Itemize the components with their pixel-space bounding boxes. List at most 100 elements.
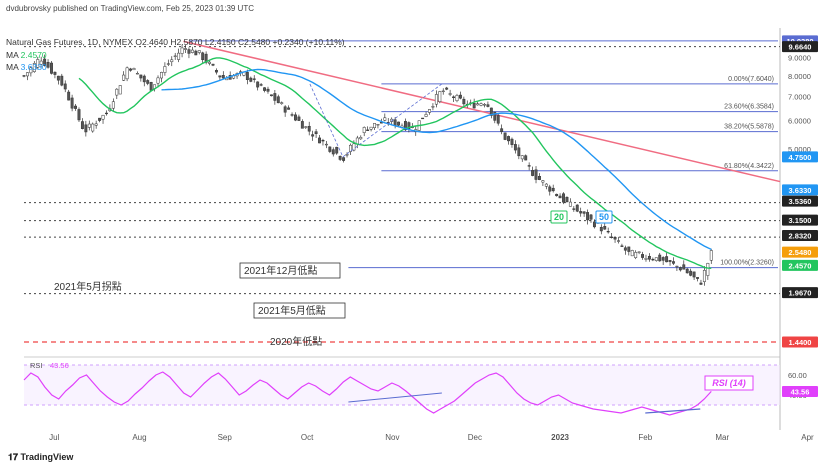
ma1-label: MA: [6, 50, 19, 60]
candle-body: [654, 257, 658, 261]
candle-body: [201, 52, 205, 60]
symbol-line: Natural Gas Futures, 1D, NYMEX O2.4640 H…: [6, 37, 345, 47]
rsi-value-tag: 43.56: [791, 387, 810, 396]
candle-body: [493, 111, 497, 121]
candle-body: [520, 155, 524, 160]
candle-body: [304, 126, 308, 128]
price-tag-bg: [782, 259, 818, 271]
candle-body: [393, 119, 397, 126]
candle-body: [448, 93, 452, 95]
candle-body: [32, 63, 36, 72]
candle-body: [517, 147, 521, 157]
candle-body: [452, 96, 455, 98]
candle-body: [187, 49, 191, 54]
annotation-low-may-2021-box: [253, 302, 346, 319]
candle-body: [214, 70, 218, 73]
candle-body: [300, 121, 304, 129]
descending-trendline: [183, 40, 781, 183]
candle-body: [383, 117, 387, 121]
candle-body: [194, 50, 198, 56]
candle-body: [534, 169, 538, 180]
rsi-value-tag-bg: [782, 385, 818, 397]
candle-body: [184, 48, 187, 50]
x-tick-label: Feb: [638, 433, 652, 442]
candle-body: [455, 95, 459, 101]
candle-body: [218, 75, 222, 78]
candle-body: [572, 208, 576, 210]
candle-body: [403, 121, 407, 131]
candle-body: [582, 211, 586, 214]
candle-body: [513, 144, 517, 151]
candle-body: [689, 270, 693, 276]
candle-body: [163, 66, 167, 73]
candle-body: [249, 77, 253, 82]
candle-body: [421, 117, 425, 120]
y-tick-label: 6.0000: [788, 117, 811, 126]
rsi-line: [23, 371, 712, 416]
x-tick-label: Oct: [301, 433, 314, 442]
rsi-label: RSI: [30, 361, 43, 370]
candle-body: [177, 52, 181, 60]
candle-body: [376, 124, 380, 126]
ma1-legend: MA 2.4570: [6, 50, 47, 60]
candle-body: [80, 121, 84, 129]
candle-body: [665, 256, 669, 263]
price-tag: 2.4570: [789, 261, 812, 270]
candle-body: [129, 68, 132, 71]
brand-text: TradingView: [20, 452, 74, 462]
candle-body: [672, 261, 675, 264]
candle-body: [338, 155, 342, 160]
candle-body: [661, 257, 665, 261]
ma50-line: [161, 68, 712, 251]
candle-body: [634, 252, 638, 258]
candle-body: [84, 124, 88, 133]
candle-body: [507, 136, 510, 142]
candle-body: [273, 93, 277, 101]
candle-body: [190, 49, 194, 53]
candle-body: [682, 264, 686, 270]
candle-body: [259, 84, 263, 86]
candle-body: [702, 270, 706, 282]
candle-body: [156, 77, 160, 84]
candle-body: [544, 183, 548, 187]
candle-body: [586, 212, 590, 221]
ma20-tag: 20: [554, 212, 564, 222]
tradingview-logo: 𝟏𝟕 TradingView: [8, 452, 74, 462]
candle-body: [458, 94, 462, 99]
candle-body: [362, 127, 366, 133]
candle-body: [208, 61, 212, 64]
candle-body: [211, 63, 215, 66]
candle-body: [324, 143, 328, 146]
x-tick-label: Apr: [801, 433, 814, 442]
candle-body: [524, 155, 528, 161]
candle-body: [256, 81, 260, 88]
candle-body: [36, 59, 40, 68]
price-tag: 3.6330: [789, 186, 812, 195]
candle-body: [160, 72, 163, 79]
rsi-y-tick: 60.00: [788, 371, 807, 380]
candle-body: [297, 116, 301, 121]
price-tag: 4.7500: [789, 153, 812, 162]
candle-body: [438, 91, 442, 102]
fib-level-label: 38.20%(5.5878): [724, 124, 774, 131]
candle-body: [503, 132, 507, 140]
candle-body: [658, 254, 662, 262]
candle-body: [70, 97, 74, 109]
candle-body: [314, 131, 318, 134]
candle-body: [50, 62, 53, 74]
rsi-badge-box: [704, 375, 754, 391]
candle-body: [603, 226, 607, 230]
candle-body: [118, 85, 122, 95]
candle-body: [678, 267, 682, 271]
candle-body: [173, 55, 177, 57]
candle-body: [328, 146, 332, 152]
candle-body: [486, 104, 490, 107]
price-tag-bg: [782, 287, 818, 299]
candle-body: [307, 125, 311, 132]
candle-body: [428, 109, 431, 113]
candle-body: [166, 63, 170, 65]
candle-body: [685, 268, 689, 274]
candle-body: [613, 237, 617, 240]
candle-body: [555, 193, 559, 197]
